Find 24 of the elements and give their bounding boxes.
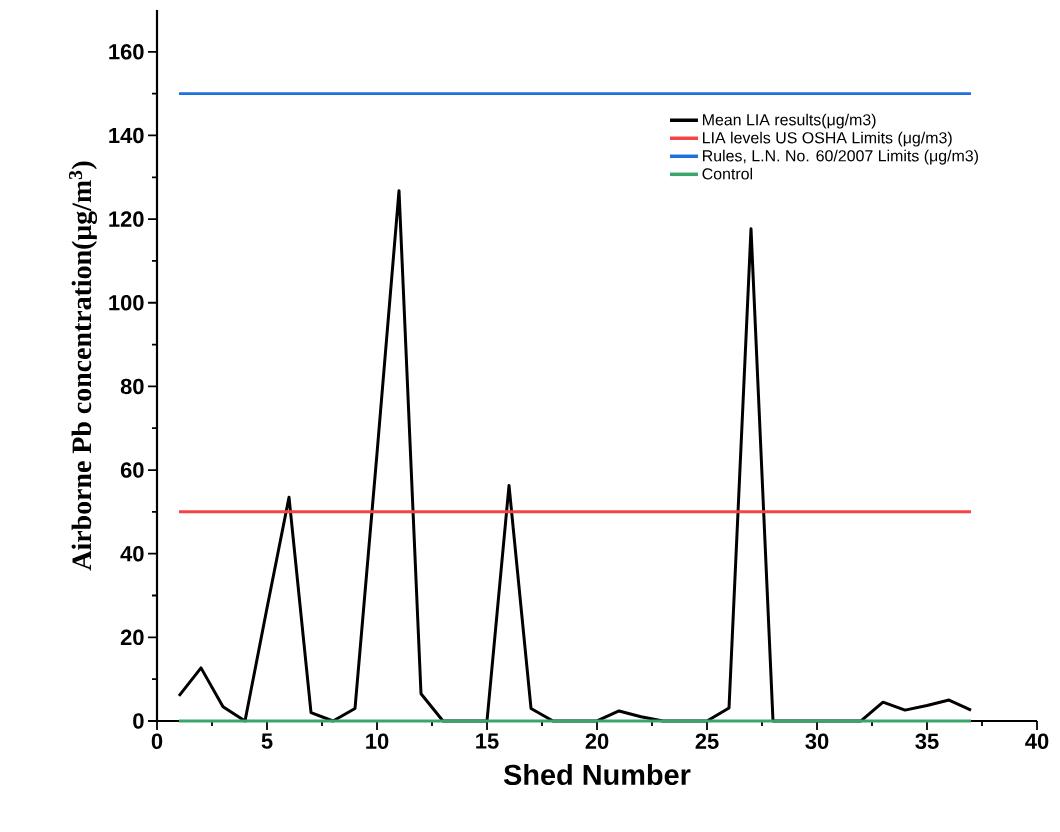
y-tick-label: 40: [120, 545, 144, 562]
y-tick-label: 100: [109, 294, 144, 311]
legend-label: Control: [702, 167, 753, 180]
x-tick-label: 10: [366, 733, 389, 750]
x-tick-label: 20: [585, 733, 609, 750]
x-axis-title: Shed Number: [503, 763, 691, 786]
y-axis-title: Airborne Pb concentration(μg/m$^{3}$): [68, 161, 98, 571]
y-tick-label: 140: [109, 127, 144, 144]
y-tick-label: 80: [120, 378, 144, 395]
x-tick-label: 0: [151, 733, 163, 750]
legend-label: Rules, L.N. No. 60/2007 Limits (μg/m3): [703, 149, 978, 165]
y-tick-label: 160: [109, 44, 144, 60]
x-tick-label: 40: [1025, 733, 1049, 750]
x-tick-label: 30: [805, 733, 829, 750]
x-tick-label: 5: [261, 733, 273, 749]
y-tick-label: 0: [133, 713, 144, 729]
y-tick-label: 60: [120, 462, 144, 478]
legend-label: Mean LIA results(μg/m3): [703, 113, 876, 129]
x-tick-label: 25: [695, 733, 719, 750]
x-tick-label: 35: [915, 733, 939, 750]
x-tick-label: 15: [476, 733, 499, 749]
y-tick-label: 20: [120, 629, 144, 646]
legend-label: LIA levels US OSHA Limits (μg/m3): [703, 131, 952, 147]
y-tick-label: 120: [109, 211, 144, 227]
